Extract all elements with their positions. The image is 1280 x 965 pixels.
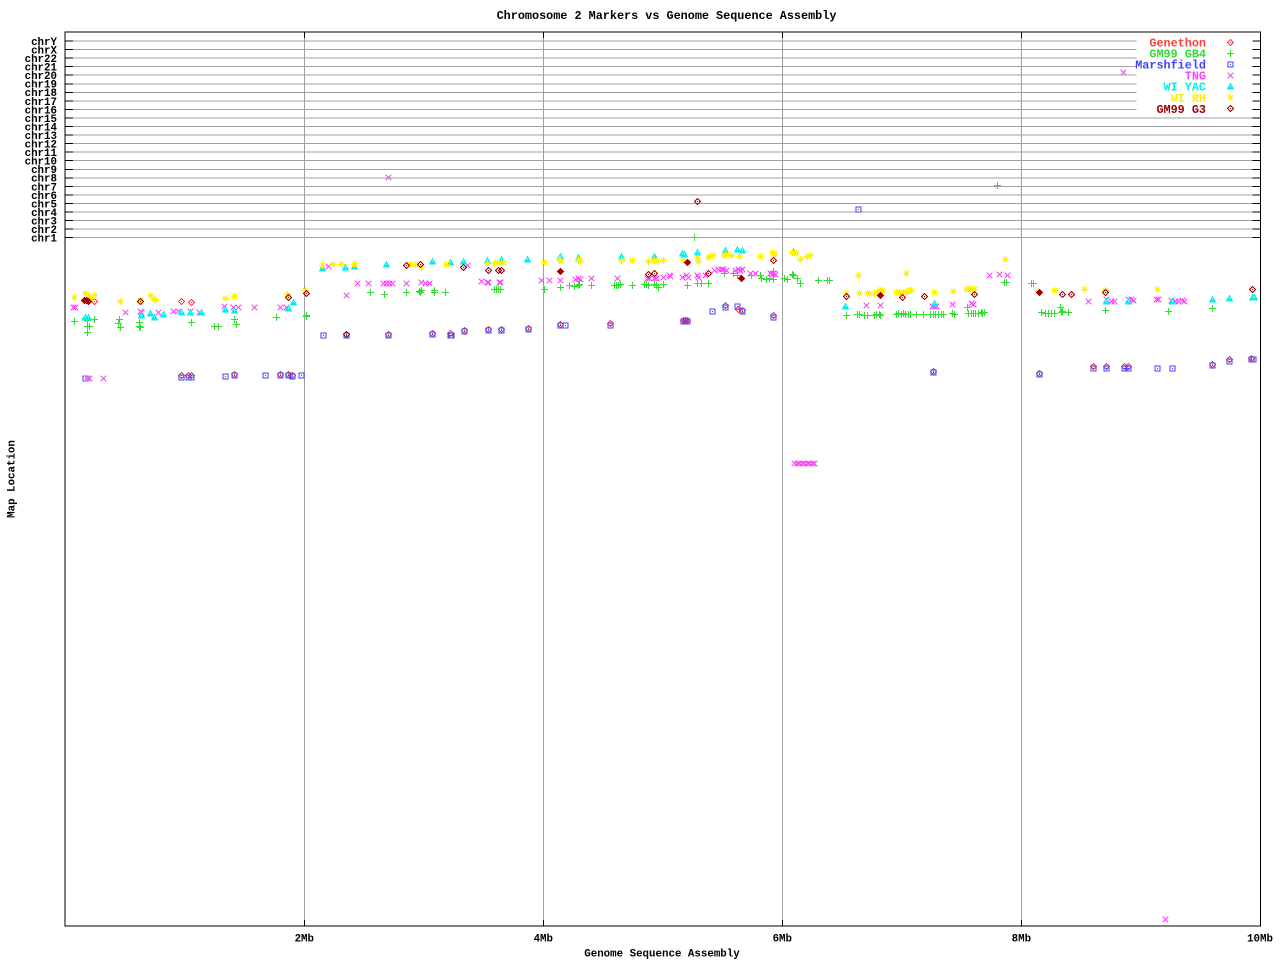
svg-text:chr4: chr4 xyxy=(31,208,57,220)
svg-text:6Mb: 6Mb xyxy=(773,933,792,945)
svg-text:chr1: chr1 xyxy=(31,234,57,246)
svg-text:4Mb: 4Mb xyxy=(534,933,553,945)
svg-text:Genome Sequence Assembly: Genome Sequence Assembly xyxy=(584,949,740,961)
svg-text:2Mb: 2Mb xyxy=(295,933,314,945)
svg-text:Genethon: Genethon xyxy=(1149,37,1206,51)
svg-text:chr18: chr18 xyxy=(25,88,57,100)
svg-text:chr7: chr7 xyxy=(31,182,57,194)
svg-text:chr2: chr2 xyxy=(31,225,57,237)
svg-text:chrX: chrX xyxy=(31,45,57,57)
svg-text:chr10: chr10 xyxy=(25,157,57,169)
svg-text:chr6: chr6 xyxy=(31,191,57,203)
svg-text:chr11: chr11 xyxy=(25,148,58,160)
svg-text:chr13: chr13 xyxy=(25,131,57,143)
svg-text:TNG: TNG xyxy=(1185,70,1206,84)
svg-text:chr20: chr20 xyxy=(25,71,57,83)
svg-text:WI YAC: WI YAC xyxy=(1164,81,1206,95)
svg-text:10Mb: 10Mb xyxy=(1247,933,1273,945)
svg-text:Chromosome 2 Markers vs Genome: Chromosome 2 Markers vs Genome Sequence … xyxy=(497,9,837,23)
svg-text:chr17: chr17 xyxy=(25,97,57,109)
svg-text:GM99 GB4: GM99 GB4 xyxy=(1149,48,1206,62)
svg-text:chr12: chr12 xyxy=(25,140,57,152)
svg-text:chr16: chr16 xyxy=(25,105,57,117)
svg-text:chr21: chr21 xyxy=(25,63,58,75)
svg-text:chr19: chr19 xyxy=(25,80,57,92)
svg-text:GM99 G3: GM99 G3 xyxy=(1156,103,1206,117)
svg-text:chr14: chr14 xyxy=(25,122,58,134)
svg-text:Marshfield: Marshfield xyxy=(1135,59,1206,73)
svg-text:chr3: chr3 xyxy=(31,216,57,228)
svg-text:chrY: chrY xyxy=(31,37,57,49)
svg-text:WI RH: WI RH xyxy=(1171,92,1206,106)
svg-text:chr15: chr15 xyxy=(25,114,57,126)
svg-text:Map Location: Map Location xyxy=(7,440,19,518)
svg-text:8Mb: 8Mb xyxy=(1012,933,1031,945)
svg-text:chr22: chr22 xyxy=(25,54,57,66)
svg-text:chr9: chr9 xyxy=(31,165,57,177)
svg-text:chr8: chr8 xyxy=(31,174,57,186)
svg-text:chr5: chr5 xyxy=(31,199,57,211)
